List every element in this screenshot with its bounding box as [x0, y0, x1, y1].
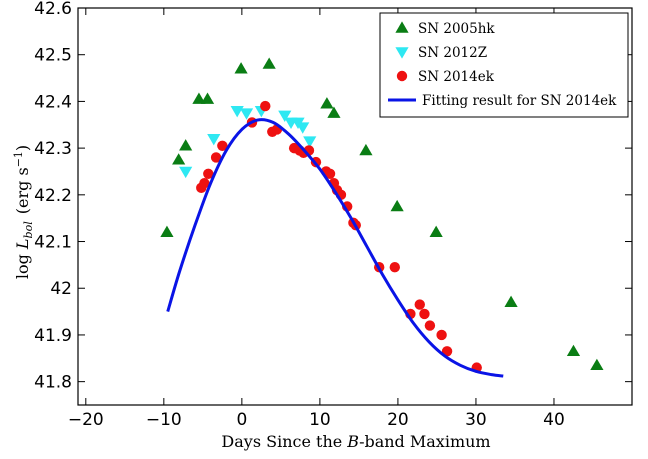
data-point: [210, 152, 222, 163]
y-axis-label: log Lbol (erg s−1): [12, 145, 35, 279]
y-tick-label: 42.4: [34, 92, 72, 112]
x-tick-label: 10: [309, 410, 331, 430]
data-point: [200, 92, 215, 104]
y-tick-label: 42.3: [34, 139, 72, 159]
y-axis-label-superscript: −1: [12, 151, 25, 167]
data-point: [239, 108, 254, 120]
y-tick-label: 41.8: [34, 373, 72, 393]
series-sn-2012z: [179, 106, 317, 179]
legend-box: [379, 12, 629, 118]
data-point: [160, 225, 174, 237]
x-axis-label: Days Since the B-band Maximum: [221, 432, 490, 451]
data-point: [414, 299, 425, 310]
data-point: [278, 110, 292, 123]
data-point: [192, 92, 206, 104]
y-tick-label: 42.6: [34, 0, 72, 19]
y-axis-label-italic: L: [13, 238, 32, 250]
x-tick-label: 0: [236, 410, 247, 430]
data-point: [590, 358, 604, 371]
y-tick-label: 42.2: [34, 186, 72, 206]
data-point: [217, 140, 228, 151]
legend: SN 2005hk SN 2012Z SN 2014ek Fitting result…: [379, 12, 629, 118]
data-point: [172, 153, 186, 165]
data-point: [262, 57, 276, 69]
data-point: [324, 168, 336, 180]
y-tick-label: 42: [50, 279, 72, 299]
data-point: [504, 295, 518, 307]
legend-label: SN 2005hk: [418, 21, 495, 37]
y-axis-label-part: log: [13, 249, 32, 279]
series-sn-2005hk: [160, 57, 604, 371]
y-tick-label: 42.5: [34, 46, 72, 66]
data-point: [203, 168, 214, 180]
data-point: [207, 134, 221, 146]
data-point: [429, 225, 443, 237]
data-point: [419, 308, 430, 320]
data-point: [436, 329, 447, 341]
data-point: [296, 122, 310, 134]
plot-area: [160, 57, 604, 378]
x-axis-label-part: -band Maximum: [359, 432, 491, 451]
fit-curve: [166, 118, 504, 378]
data-point: [303, 136, 317, 148]
plot-frame: [77, 7, 633, 406]
data-point: [199, 177, 210, 189]
data-point: [424, 320, 436, 331]
x-tick-label: 40: [543, 410, 565, 430]
legend-label: SN 2012Z: [418, 45, 487, 61]
y-axis-label-part: (erg s: [13, 167, 32, 219]
data-point: [566, 344, 581, 357]
data-point: [230, 106, 244, 118]
legend-marker: [395, 47, 409, 59]
data-point: [179, 139, 193, 151]
legend-label: Fitting result for SN 2014ek: [422, 93, 617, 109]
x-axis-label-part: Days Since the: [221, 432, 347, 451]
data-point: [390, 199, 404, 212]
y-axis-label-subscript: bol: [22, 221, 35, 239]
x-axis-label-italic: B: [346, 432, 359, 451]
legend-label: SN 2014ek: [418, 69, 495, 85]
data-point: [179, 166, 193, 179]
data-point: [327, 106, 341, 118]
y-tick-label: 41.9: [34, 326, 72, 346]
y-tick-label: 42.1: [34, 233, 72, 253]
x-tick-label: −10: [146, 410, 182, 430]
data-point: [320, 97, 334, 109]
legend-marker: [395, 21, 409, 33]
data-point: [260, 100, 271, 112]
data-point: [389, 262, 400, 273]
axis-ticks: −20 −10 0 10 20 30 40 41.8 41.9 42 42.1 42.2 42.3 42.…: [34, 0, 632, 430]
data-point: [359, 143, 373, 156]
legend-marker: [396, 70, 408, 82]
data-point: [234, 62, 248, 74]
x-tick-label: 30: [465, 410, 487, 430]
x-tick-label: 20: [387, 410, 409, 430]
x-tick-label: −20: [68, 410, 104, 430]
y-axis-label-part: ): [13, 145, 32, 151]
